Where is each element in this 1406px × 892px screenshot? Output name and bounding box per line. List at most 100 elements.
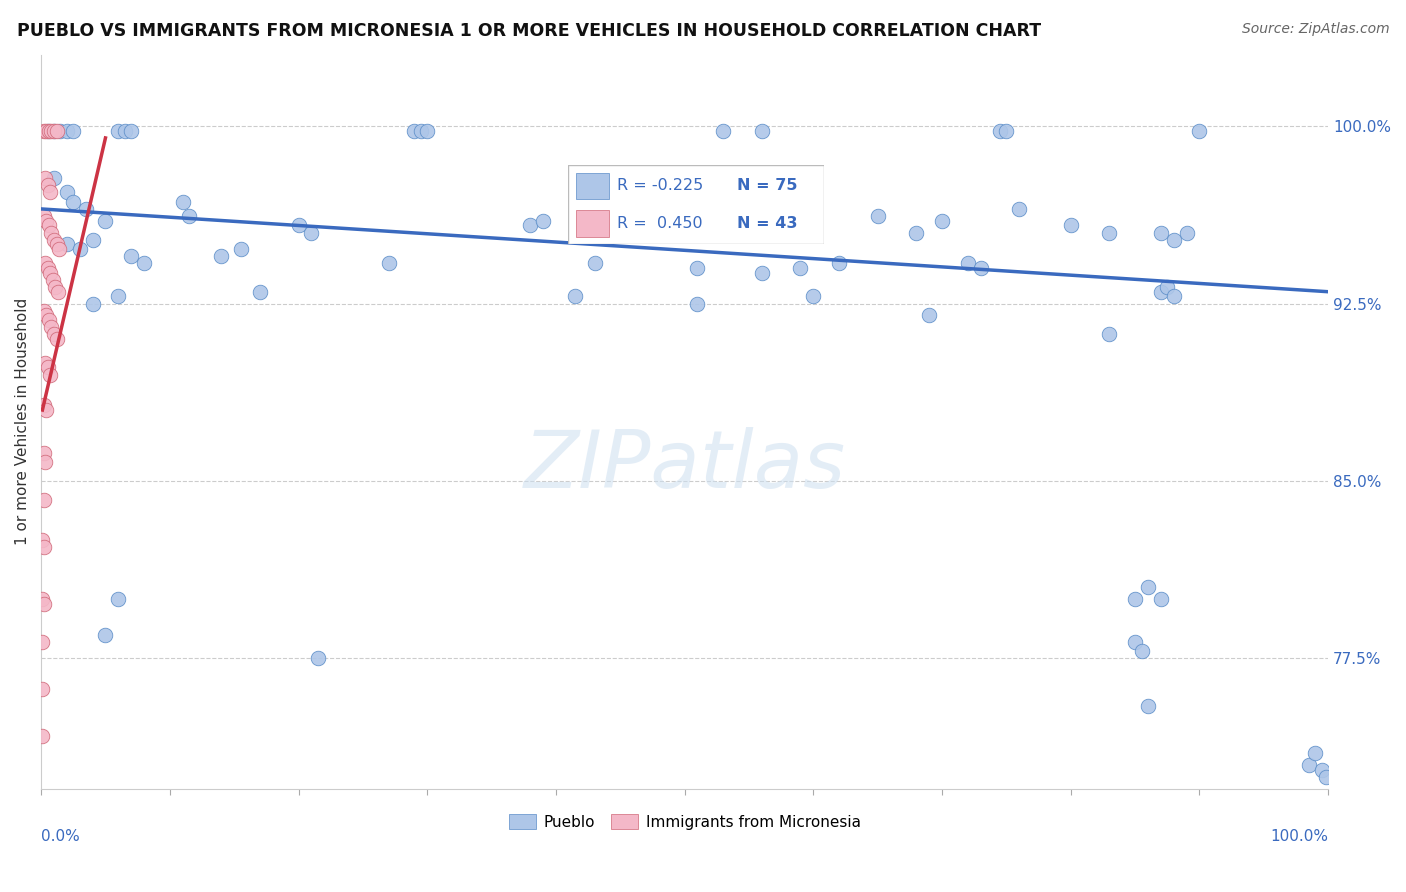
Point [686, 296, 709, 310]
Point [82, 233, 104, 247]
Point [32, 540, 55, 554]
Point [1156, 280, 1178, 294]
Point [32, 445, 55, 459]
Point [828, 256, 851, 270]
Point [172, 194, 194, 209]
Point [404, 124, 426, 138]
Point [38, 313, 60, 327]
Point [751, 124, 773, 138]
Point [94, 628, 117, 642]
Point [62, 124, 84, 138]
Text: ZIPatlas: ZIPatlas [523, 427, 845, 505]
Point [31, 635, 53, 649]
Point [249, 285, 271, 299]
Point [969, 261, 991, 276]
Point [1188, 124, 1211, 138]
Text: R =  0.450: R = 0.450 [617, 216, 703, 230]
Point [39, 266, 62, 280]
Point [1303, 746, 1326, 760]
Point [35, 124, 58, 138]
Point [69, 242, 91, 256]
Point [299, 226, 322, 240]
Text: Source: ZipAtlas.com: Source: ZipAtlas.com [1241, 22, 1389, 37]
Point [41, 320, 63, 334]
Point [1163, 289, 1185, 303]
Bar [575, 173, 609, 200]
Point [686, 261, 709, 276]
Point [37, 124, 59, 138]
Point [751, 266, 773, 280]
Point [1136, 581, 1159, 595]
Text: N = 43: N = 43 [737, 216, 797, 230]
Point [82, 296, 104, 310]
Point [34, 455, 56, 469]
Point [32, 209, 55, 223]
Point [531, 213, 554, 227]
Point [35, 213, 58, 227]
Point [38, 124, 60, 138]
Point [31, 533, 53, 548]
Point [34, 356, 56, 370]
Point [1008, 202, 1031, 216]
Point [37, 360, 59, 375]
Point [35, 403, 58, 417]
Point [31, 592, 53, 607]
Y-axis label: 1 or more Vehicles in Household: 1 or more Vehicles in Household [15, 298, 30, 546]
Point [107, 592, 129, 607]
Point [34, 256, 56, 270]
Point [44, 280, 66, 294]
Point [1123, 592, 1146, 607]
Point [62, 194, 84, 209]
Point [1310, 763, 1333, 777]
Point [32, 597, 55, 611]
Bar [575, 211, 609, 236]
Point [1130, 644, 1153, 658]
Point [39, 368, 62, 382]
Point [583, 256, 606, 270]
Point [107, 124, 129, 138]
Point [1175, 226, 1198, 240]
Text: PUEBLO VS IMMIGRANTS FROM MICRONESIA 1 OR MORE VEHICLES IN HOUSEHOLD CORRELATION: PUEBLO VS IMMIGRANTS FROM MICRONESIA 1 O… [17, 22, 1040, 40]
Point [377, 256, 399, 270]
Point [114, 124, 136, 138]
Point [75, 202, 97, 216]
Point [42, 233, 65, 247]
Point [1060, 219, 1083, 233]
Point [34, 171, 56, 186]
Point [56, 237, 79, 252]
Point [120, 249, 142, 263]
Point [45, 237, 67, 252]
Point [42, 327, 65, 342]
Point [32, 398, 55, 412]
Point [32, 492, 55, 507]
Point [1298, 757, 1320, 772]
Point [94, 213, 117, 227]
Point [229, 242, 252, 256]
Point [45, 332, 67, 346]
Point [41, 226, 63, 240]
Point [56, 124, 79, 138]
FancyBboxPatch shape [568, 165, 824, 244]
Point [918, 309, 941, 323]
Point [132, 256, 155, 270]
Point [1150, 592, 1173, 607]
Point [711, 124, 734, 138]
Point [35, 309, 58, 323]
Point [789, 261, 811, 276]
Point [120, 124, 142, 138]
Point [988, 124, 1011, 138]
Point [56, 186, 79, 200]
Point [1123, 635, 1146, 649]
Point [31, 730, 53, 744]
Point [1150, 226, 1173, 240]
Point [32, 124, 55, 138]
Point [179, 209, 201, 223]
Legend: Pueblo, Immigrants from Micronesia: Pueblo, Immigrants from Micronesia [502, 807, 866, 836]
Point [1150, 285, 1173, 299]
Point [42, 124, 65, 138]
Point [564, 289, 586, 303]
Point [801, 289, 824, 303]
Point [1136, 698, 1159, 713]
Point [995, 124, 1018, 138]
Point [38, 219, 60, 233]
